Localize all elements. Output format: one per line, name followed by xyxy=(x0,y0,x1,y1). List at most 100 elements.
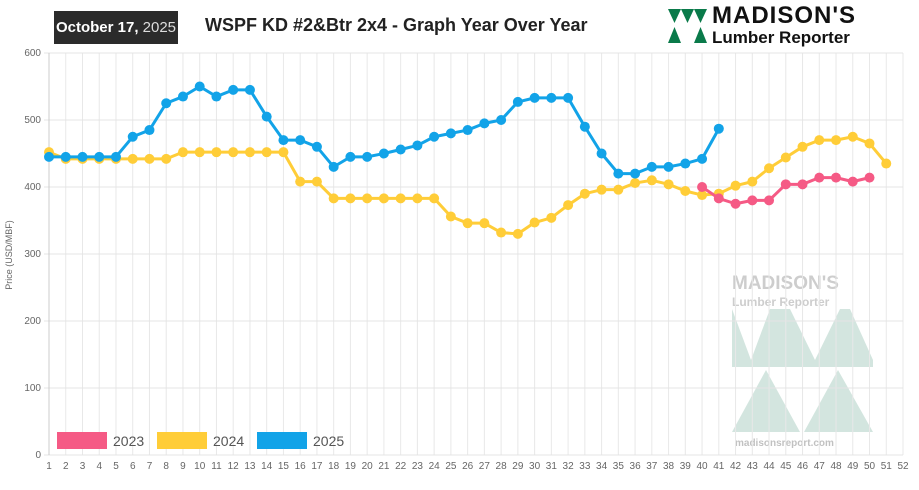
x-tick-label: 37 xyxy=(646,461,658,472)
data-point-2024 xyxy=(630,177,641,188)
data-point-2024 xyxy=(144,153,155,164)
data-point-2023 xyxy=(780,179,791,190)
y-tick-label: 200 xyxy=(24,316,41,327)
x-tick-label: 43 xyxy=(747,461,759,472)
data-point-2025 xyxy=(77,151,88,162)
logo-line1: MADISON'S xyxy=(712,2,857,29)
logo-trees-icon xyxy=(668,9,707,43)
x-tick-label: 4 xyxy=(96,461,102,472)
data-point-2025 xyxy=(60,151,71,162)
data-point-2024 xyxy=(529,217,540,228)
x-tick-label: 9 xyxy=(180,461,186,472)
data-point-2025 xyxy=(345,151,356,162)
y-tick-label: 0 xyxy=(35,450,41,461)
x-tick-label: 40 xyxy=(696,461,708,472)
y-tick-label: 100 xyxy=(24,383,41,394)
x-tick-label: 28 xyxy=(496,461,508,472)
data-point-2025 xyxy=(613,168,624,179)
x-tick-label: 46 xyxy=(797,461,809,472)
data-point-2025 xyxy=(127,131,138,142)
x-tick-label: 51 xyxy=(881,461,893,472)
y-tick-label: 300 xyxy=(24,249,41,260)
data-point-2024 xyxy=(596,184,607,195)
madisons-logo: MADISON'S Lumber Reporter xyxy=(668,2,914,47)
data-point-2025 xyxy=(579,121,590,132)
x-tick-label: 16 xyxy=(295,461,307,472)
legend-item-2024[interactable]: 2024 xyxy=(157,432,244,449)
data-point-2025 xyxy=(445,128,456,139)
data-point-2024 xyxy=(194,147,205,158)
data-point-2024 xyxy=(479,218,490,229)
data-point-2025 xyxy=(194,81,205,92)
legend-label: 2025 xyxy=(313,432,345,449)
x-tick-label: 11 xyxy=(211,461,222,472)
data-point-2025 xyxy=(328,161,339,172)
data-point-2025 xyxy=(395,144,406,155)
x-tick-label: 27 xyxy=(479,461,491,472)
data-point-2024 xyxy=(579,188,590,199)
data-point-2023 xyxy=(764,195,775,206)
data-point-2025 xyxy=(110,151,121,162)
data-point-2025 xyxy=(630,168,641,179)
data-point-2023 xyxy=(713,193,724,204)
x-tick-label: 3 xyxy=(80,461,86,472)
x-tick-label: 19 xyxy=(345,461,357,472)
x-tick-label: 29 xyxy=(512,461,524,472)
data-point-2023 xyxy=(797,179,808,190)
data-point-2024 xyxy=(462,218,473,229)
data-point-2025 xyxy=(94,151,105,162)
x-tick-label: 7 xyxy=(147,461,153,472)
data-point-2023 xyxy=(697,182,708,192)
data-point-2024 xyxy=(847,131,858,142)
x-tick-label: 48 xyxy=(830,461,842,472)
data-point-2023 xyxy=(847,176,858,187)
data-point-2025 xyxy=(161,98,172,109)
data-point-2024 xyxy=(378,193,389,204)
data-point-2025 xyxy=(479,118,490,129)
x-tick-label: 42 xyxy=(730,461,742,472)
data-point-2023 xyxy=(864,172,875,183)
x-tick-label: 23 xyxy=(412,461,424,472)
data-point-2024 xyxy=(345,193,356,204)
x-tick-label: 35 xyxy=(613,461,625,472)
y-axis-label: Price (USD/MBF) xyxy=(4,220,14,290)
data-point-2024 xyxy=(328,193,339,204)
watermark-line2: Lumber Reporter xyxy=(732,295,830,309)
x-tick-label: 50 xyxy=(864,461,876,472)
x-tick-label: 44 xyxy=(763,461,775,472)
x-tick-label: 34 xyxy=(596,461,608,472)
data-point-2023 xyxy=(730,198,741,209)
data-point-2024 xyxy=(244,147,255,158)
data-point-2025 xyxy=(244,84,255,95)
data-point-2024 xyxy=(831,135,842,146)
x-tick-label: 38 xyxy=(663,461,675,472)
data-point-2025 xyxy=(211,91,222,102)
x-tick-label: 8 xyxy=(163,461,169,472)
data-point-2025 xyxy=(546,92,557,103)
legend-item-2023[interactable]: 2023 xyxy=(57,432,144,449)
data-point-2024 xyxy=(881,158,892,169)
data-point-2024 xyxy=(228,147,239,158)
data-point-2024 xyxy=(546,212,557,223)
date-badge: October 17, 2025 xyxy=(54,11,178,44)
data-point-2025 xyxy=(261,111,272,122)
data-point-2025 xyxy=(295,135,306,146)
x-tick-label: 33 xyxy=(579,461,591,472)
logo-line2: Lumber Reporter xyxy=(712,28,850,47)
data-point-2024 xyxy=(127,153,138,164)
y-tick-label: 500 xyxy=(24,115,41,126)
x-tick-label: 13 xyxy=(244,461,256,472)
x-tick-label: 2 xyxy=(63,461,69,472)
legend-item-2025[interactable]: 2025 xyxy=(257,432,344,449)
data-point-2023 xyxy=(747,195,758,206)
x-tick-label: 18 xyxy=(328,461,340,472)
data-point-2024 xyxy=(646,175,657,186)
data-point-2024 xyxy=(177,147,188,158)
data-point-2024 xyxy=(747,176,758,187)
data-point-2025 xyxy=(144,125,155,136)
x-tick-label: 45 xyxy=(780,461,792,472)
data-point-2024 xyxy=(161,153,172,164)
data-point-2024 xyxy=(211,147,222,158)
data-point-2025 xyxy=(529,92,540,103)
